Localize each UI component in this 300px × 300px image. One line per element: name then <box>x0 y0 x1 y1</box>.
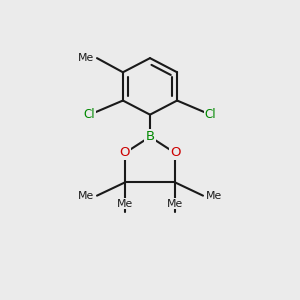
Text: Cl: Cl <box>205 108 216 121</box>
Text: Cl: Cl <box>84 108 95 121</box>
Text: Me: Me <box>78 53 94 63</box>
Text: Me: Me <box>78 190 94 201</box>
Text: Me: Me <box>117 199 133 209</box>
Text: O: O <box>120 146 130 159</box>
Text: Me: Me <box>167 199 183 209</box>
Text: Me: Me <box>206 190 222 201</box>
Text: O: O <box>170 146 180 159</box>
Text: B: B <box>146 130 154 143</box>
